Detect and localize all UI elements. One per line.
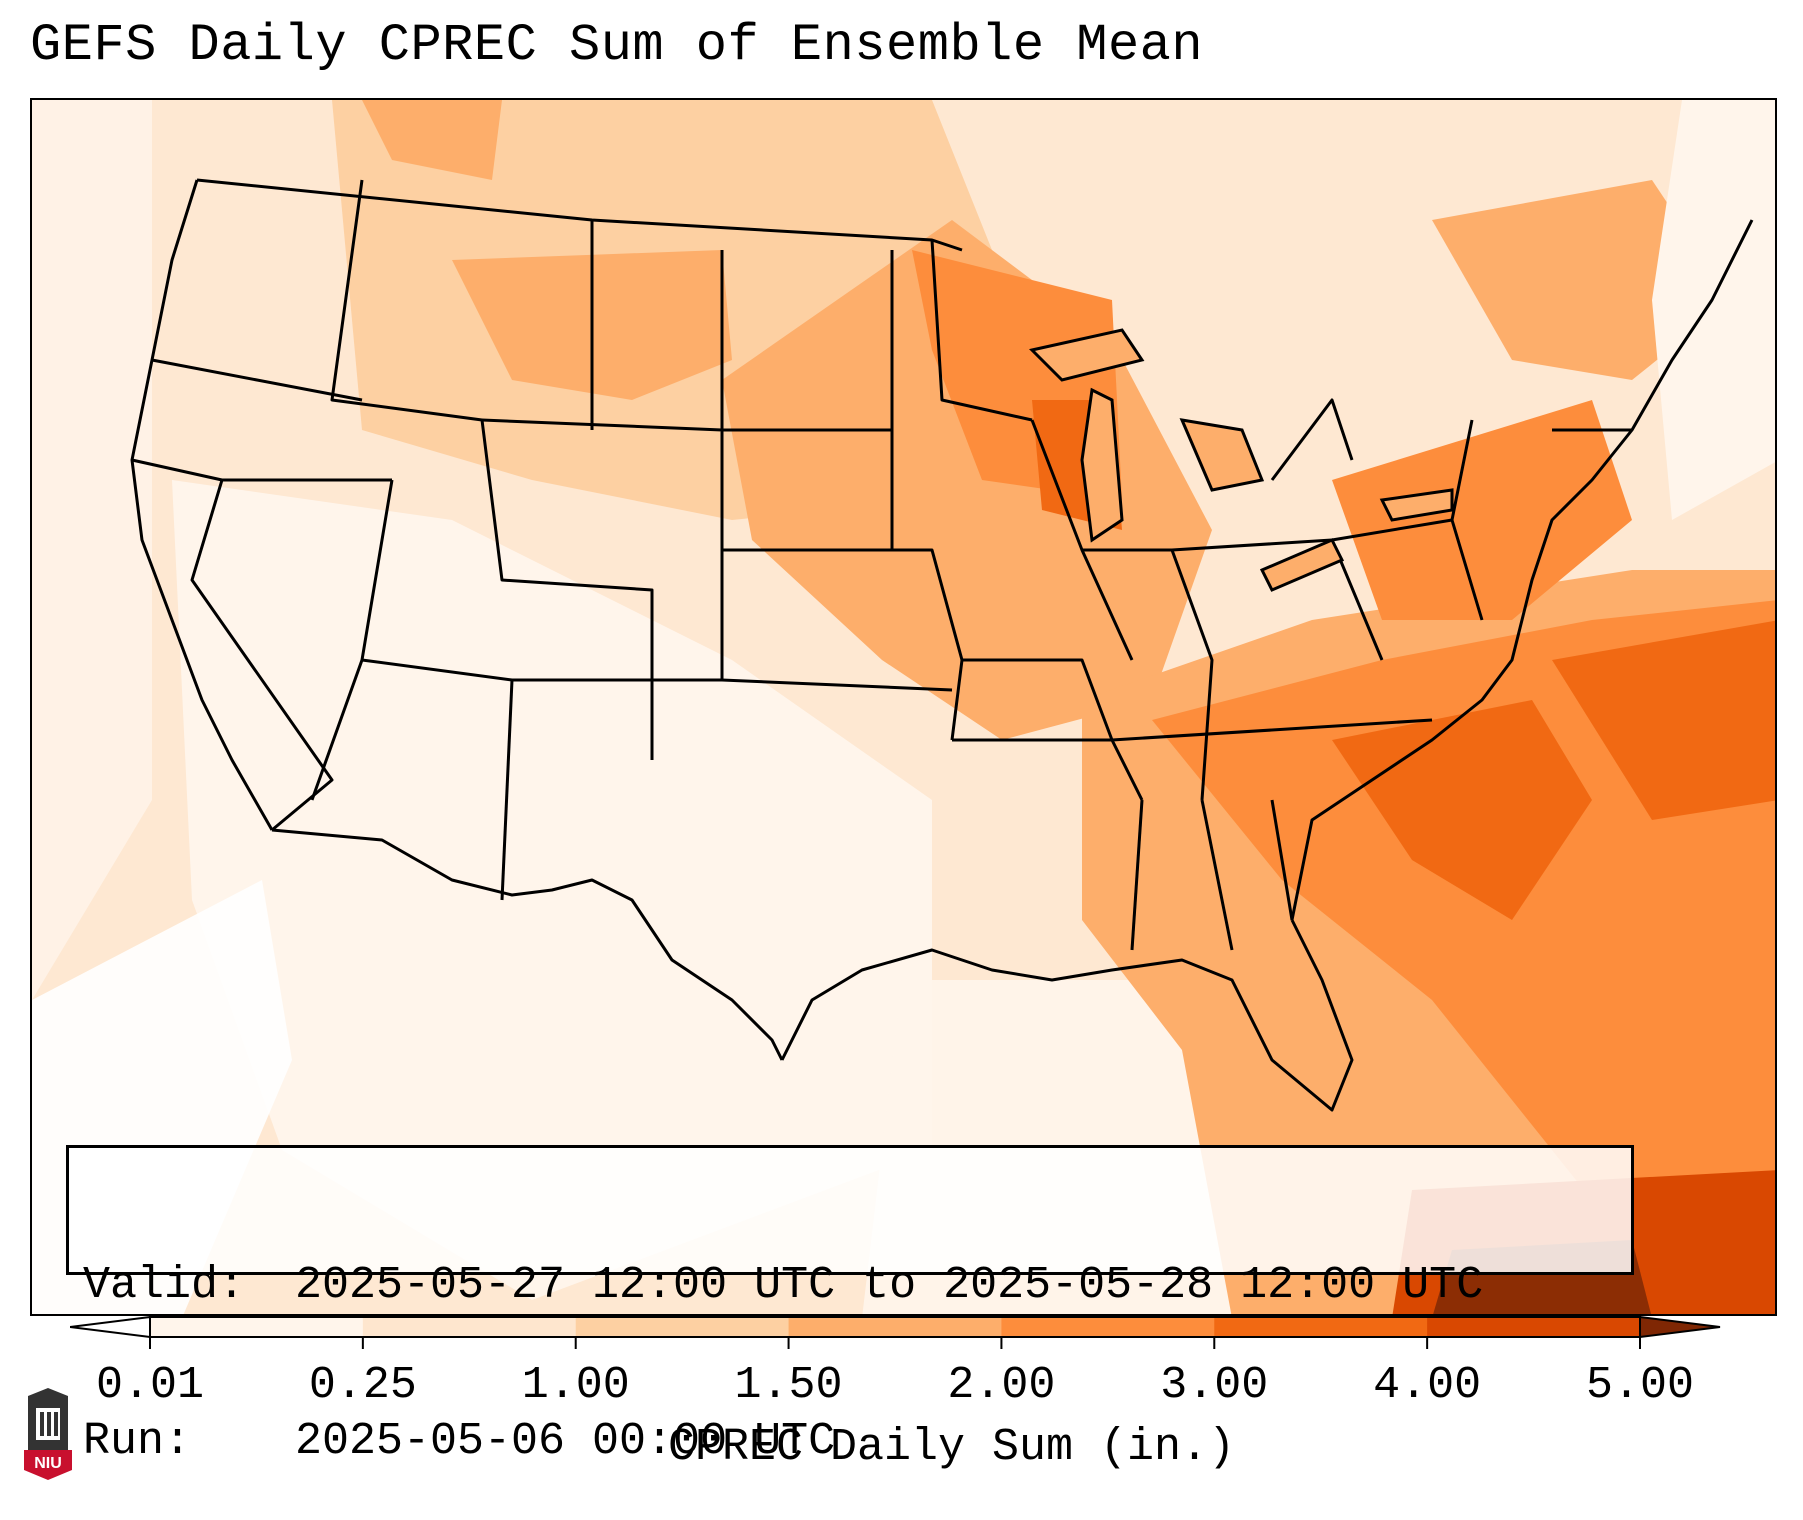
colorbar <box>70 1315 1721 1349</box>
colorbar-tick-label: 4.00 <box>1373 1360 1482 1411</box>
colorbar-tick-label: 5.00 <box>1585 1360 1695 1411</box>
valid-value: 2025-05-27 12:00 UTC to 2025-05-28 12:00… <box>295 1260 1484 1311</box>
colorbar-tick-label: 1.00 <box>521 1360 630 1411</box>
validity-info-box: Valid: 2025-05-27 12:00 UTC to 2025-05-28… <box>66 1145 1634 1467</box>
colorbar-tick-labels: 0.01 0.25 1.00 1.50 2.00 3.00 4.00 5.00 <box>0 1360 1803 1420</box>
colorbar-tick-label: 0.25 <box>308 1360 417 1411</box>
valid-label: Valid: <box>83 1260 246 1311</box>
state-boundaries <box>130 178 1754 1112</box>
colorbar-tick-label: 1.50 <box>734 1360 843 1411</box>
colorbar-segment <box>1427 1317 1641 1337</box>
colorbar-tick-label: 3.00 <box>1160 1360 1269 1411</box>
map-title: GEFS Daily CPREC Sum of Ensemble Mean <box>30 16 1204 75</box>
colorbar-segment <box>150 1317 364 1337</box>
colorbar-segment <box>788 1317 1002 1337</box>
colorbar-tick-label: 2.00 <box>947 1360 1056 1411</box>
precipitation-map <box>32 100 1775 1314</box>
colorbar-label: CPREC Daily Sum (in.) <box>667 1422 1236 1473</box>
colorbar-tick-label: 0.01 <box>95 1360 205 1411</box>
colorbar-outline <box>149 1316 1641 1338</box>
map-panel <box>30 98 1777 1316</box>
great-lakes <box>1029 328 1454 592</box>
niu-logo-text: NIU <box>34 1455 62 1472</box>
run-label: Run: <box>83 1416 192 1467</box>
colorbar-under-arrow <box>70 1315 151 1339</box>
colorbar-segment <box>575 1317 790 1337</box>
colorbar-over-arrow <box>1639 1315 1721 1339</box>
precipitation-shading <box>32 100 1775 1314</box>
colorbar-segment <box>1001 1317 1215 1337</box>
colorbar-segment <box>362 1317 577 1337</box>
run-value: 2025-05-06 00:00 UTC <box>295 1416 836 1467</box>
colorbar-segment <box>1214 1317 1428 1337</box>
niu-logo: NIU <box>24 1388 72 1480</box>
